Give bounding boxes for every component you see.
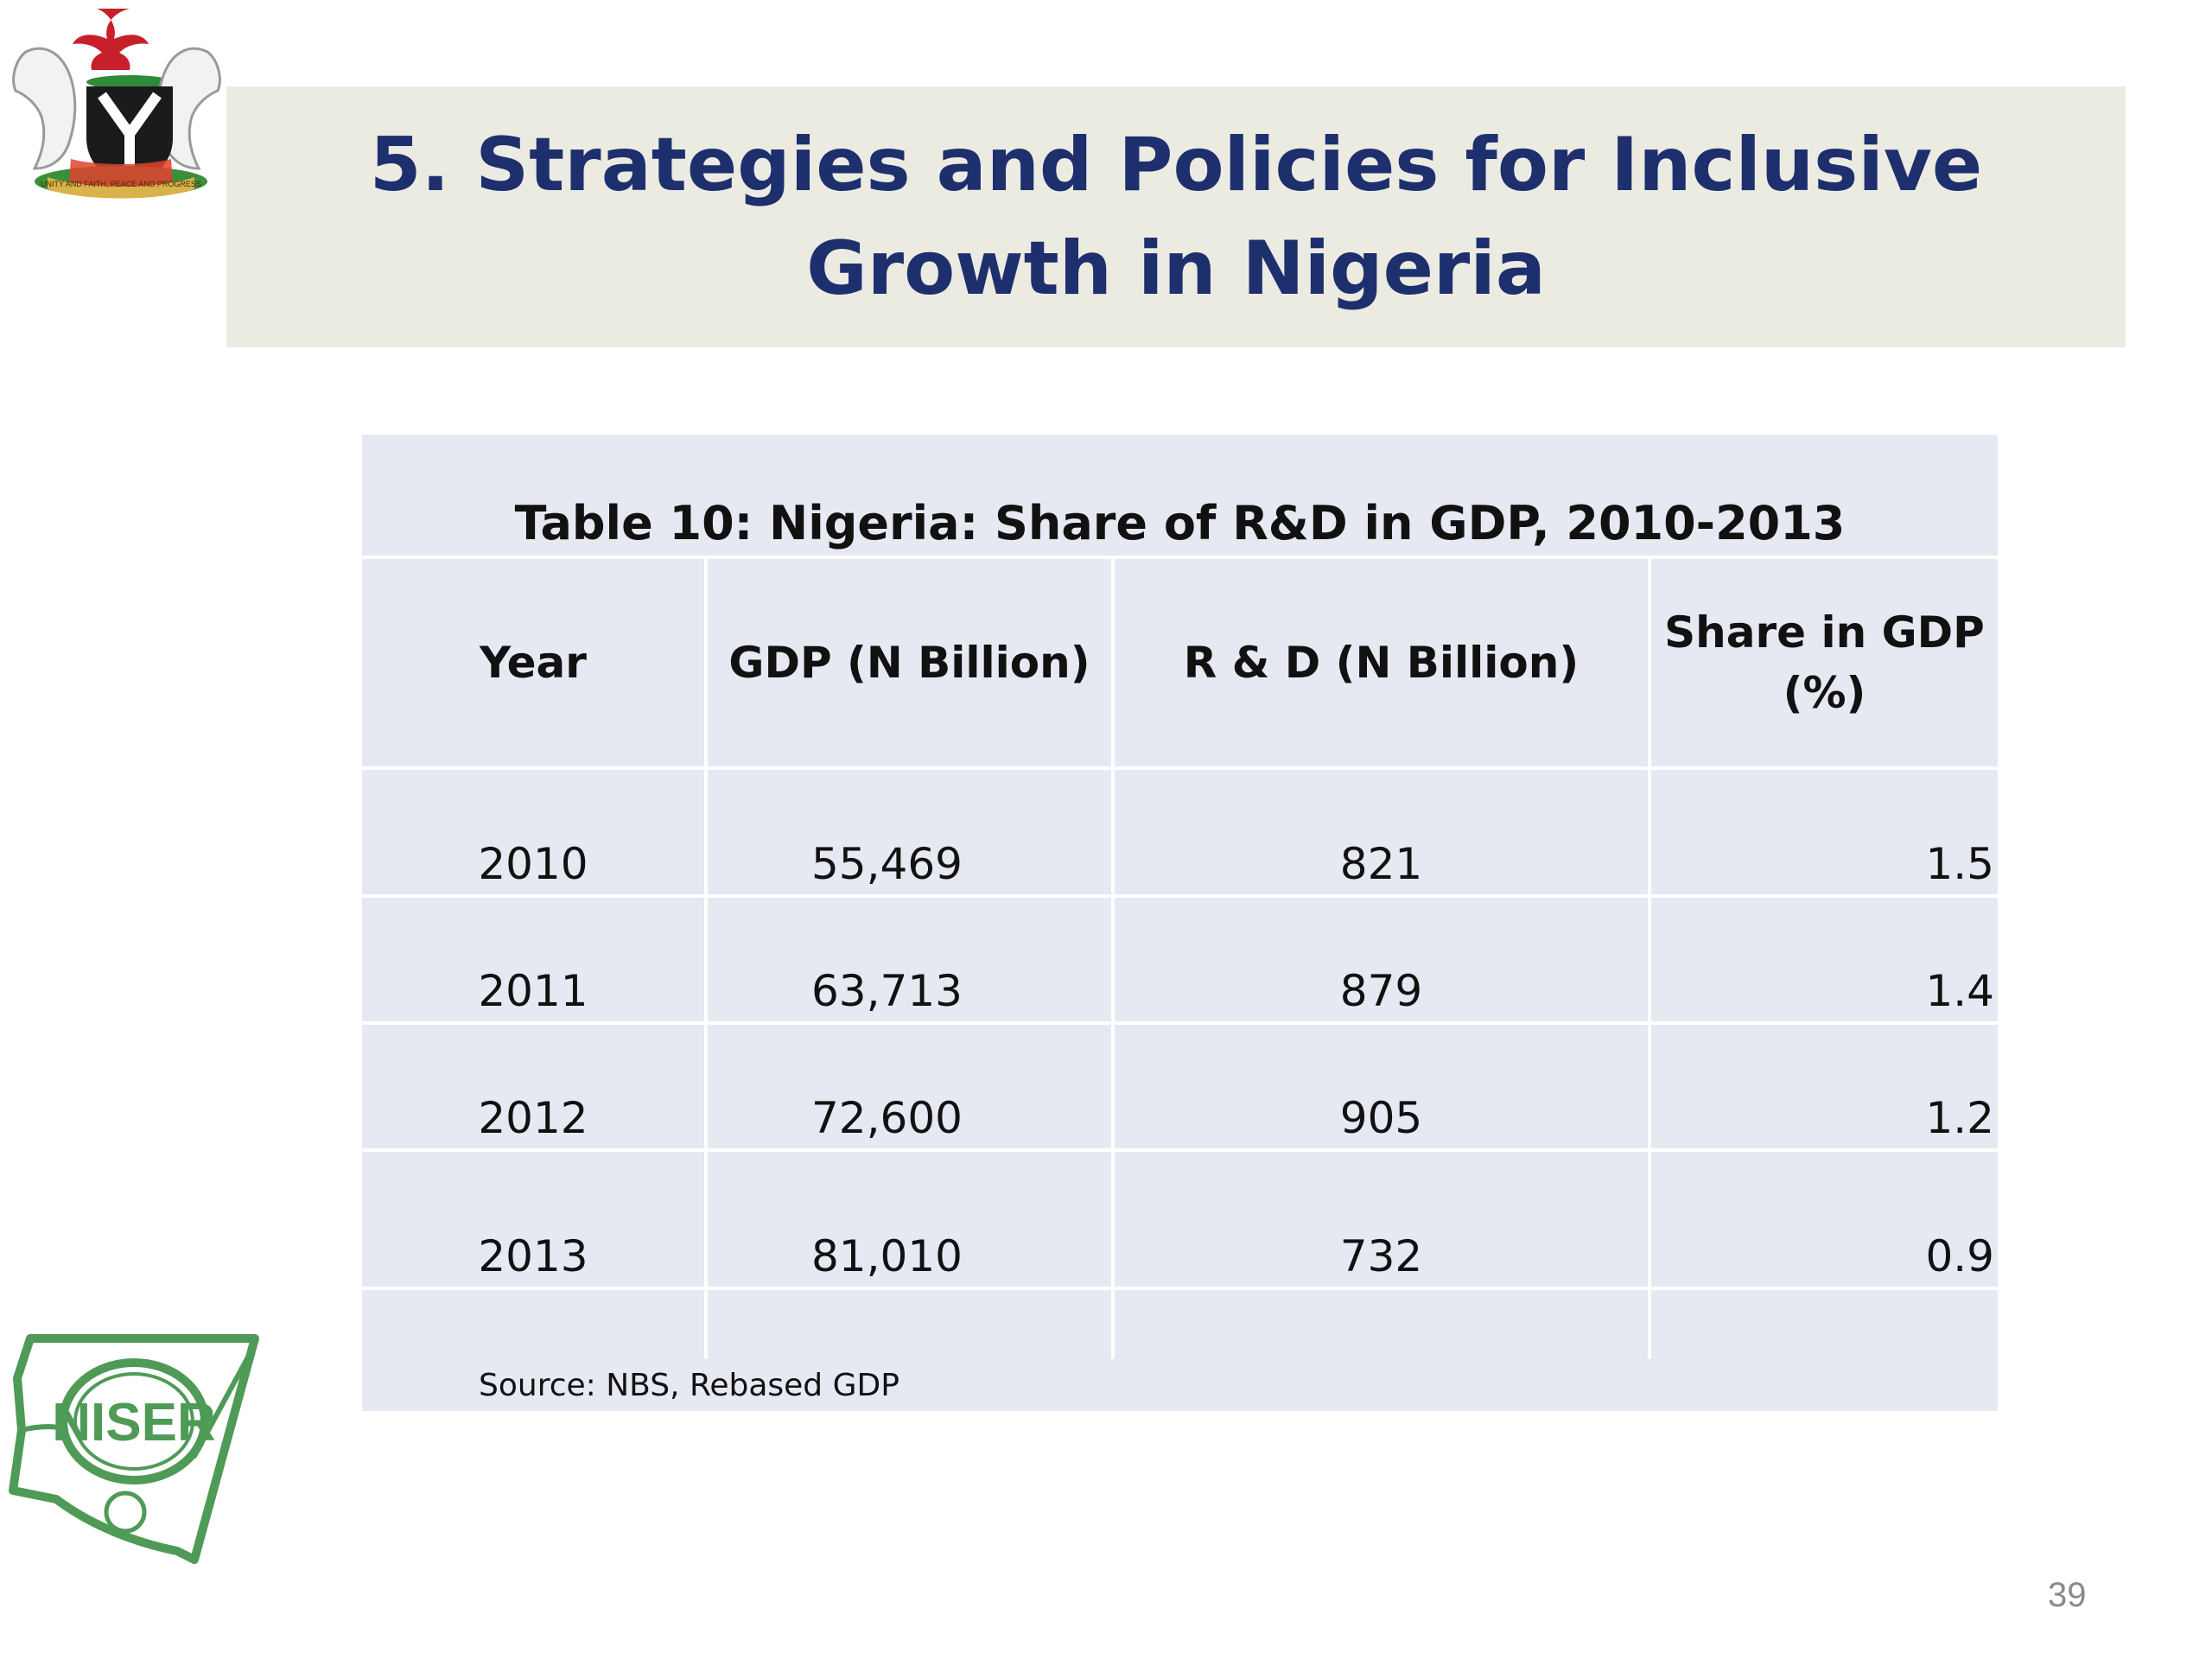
cell-year: 2011	[362, 894, 706, 1023]
rd-gdp-table: Year GDP (N Billion) R & D (N Billion) S…	[362, 556, 1998, 1359]
cell-year: 2010	[362, 766, 706, 896]
table-source: Source: NBS, Rebased GDP	[479, 1368, 899, 1403]
cell-gdp: 72,600	[704, 1021, 1113, 1150]
cell-share: 1.5	[1648, 766, 1998, 896]
header-share: Share in GDP (%)	[1648, 556, 1998, 768]
blank-cell	[704, 1287, 1113, 1359]
cell-year: 2012	[362, 1021, 706, 1150]
table-blank-row	[362, 1287, 1998, 1359]
table-header-row: Year GDP (N Billion) R & D (N Billion) S…	[362, 556, 1998, 768]
cell-gdp: 81,010	[704, 1148, 1113, 1288]
niser-logo-text: NISER	[52, 1393, 215, 1452]
cell-rd: 821	[1111, 766, 1649, 896]
coat-of-arms-icon: UNITY AND FAITH, PEACE AND PROGRESS	[0, 0, 233, 207]
table-row: 2012 72,600 905 1.2	[362, 1021, 1998, 1150]
page-number: 39	[2048, 1576, 2087, 1614]
cell-rd: 879	[1111, 894, 1649, 1023]
blank-cell	[362, 1287, 706, 1359]
table-row: 2013 81,010 732 0.9	[362, 1148, 1998, 1288]
cell-year: 2013	[362, 1148, 706, 1288]
blank-cell	[1648, 1287, 1998, 1359]
niser-logo-icon: NISER	[4, 1326, 264, 1568]
cell-rd: 905	[1111, 1021, 1649, 1150]
cell-share: 1.2	[1648, 1021, 1998, 1150]
header-year: Year	[362, 556, 706, 768]
table-row: 2011 63,713 879 1.4	[362, 894, 1998, 1023]
cell-rd: 732	[1111, 1148, 1649, 1288]
table-caption: Table 10: Nigeria: Share of R&D in GDP, …	[514, 496, 1846, 550]
table-row: 2010 55,469 821 1.5	[362, 766, 1998, 896]
cell-gdp: 63,713	[704, 894, 1113, 1023]
cell-gdp: 55,469	[704, 766, 1113, 896]
coat-of-arms-motto: UNITY AND FAITH, PEACE AND PROGRESS	[41, 180, 201, 188]
title-banner: 5. Strategies and Policies for Inclusive…	[226, 86, 2126, 347]
blank-cell	[1111, 1287, 1649, 1359]
header-gdp: GDP (N Billion)	[704, 556, 1113, 768]
cell-share: 1.4	[1648, 894, 1998, 1023]
header-rd: R & D (N Billion)	[1111, 556, 1649, 768]
slide-title: 5. Strategies and Policies for Inclusive…	[369, 122, 1983, 312]
table-panel: Table 10: Nigeria: Share of R&D in GDP, …	[362, 435, 1998, 1411]
cell-share: 0.9	[1648, 1148, 1998, 1288]
